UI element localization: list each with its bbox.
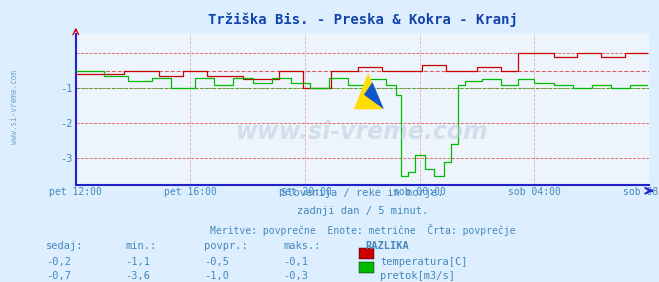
Text: -0,7: -0,7 <box>46 271 71 281</box>
Text: min.:: min.: <box>125 241 156 251</box>
Text: Tržiška Bis. - Preska & Kokra - Kranj: Tržiška Bis. - Preska & Kokra - Kranj <box>208 13 517 27</box>
Text: RAZLIKA: RAZLIKA <box>366 241 409 251</box>
Text: www.si-vreme.com: www.si-vreme.com <box>10 70 19 144</box>
Text: pretok[m3/s]: pretok[m3/s] <box>380 271 455 281</box>
Text: povpr.:: povpr.: <box>204 241 248 251</box>
Text: Meritve: povprečne  Enote: metrične  Črta: povprečje: Meritve: povprečne Enote: metrične Črta:… <box>210 224 515 236</box>
Polygon shape <box>354 73 382 109</box>
Text: -0,5: -0,5 <box>204 257 229 266</box>
Text: -1,1: -1,1 <box>125 257 150 266</box>
Text: maks.:: maks.: <box>283 241 321 251</box>
Polygon shape <box>364 82 384 109</box>
Text: www.si-vreme.com: www.si-vreme.com <box>236 120 489 144</box>
Text: -1,0: -1,0 <box>204 271 229 281</box>
Text: zadnji dan / 5 minut.: zadnji dan / 5 minut. <box>297 206 428 216</box>
Text: temperatura[C]: temperatura[C] <box>380 257 468 266</box>
Text: -3,6: -3,6 <box>125 271 150 281</box>
Text: -0,1: -0,1 <box>283 257 308 266</box>
Text: sedaj:: sedaj: <box>46 241 84 251</box>
Text: Slovenija / reke in morje.: Slovenija / reke in morje. <box>281 188 444 197</box>
Text: -0,3: -0,3 <box>283 271 308 281</box>
Text: -0,2: -0,2 <box>46 257 71 266</box>
